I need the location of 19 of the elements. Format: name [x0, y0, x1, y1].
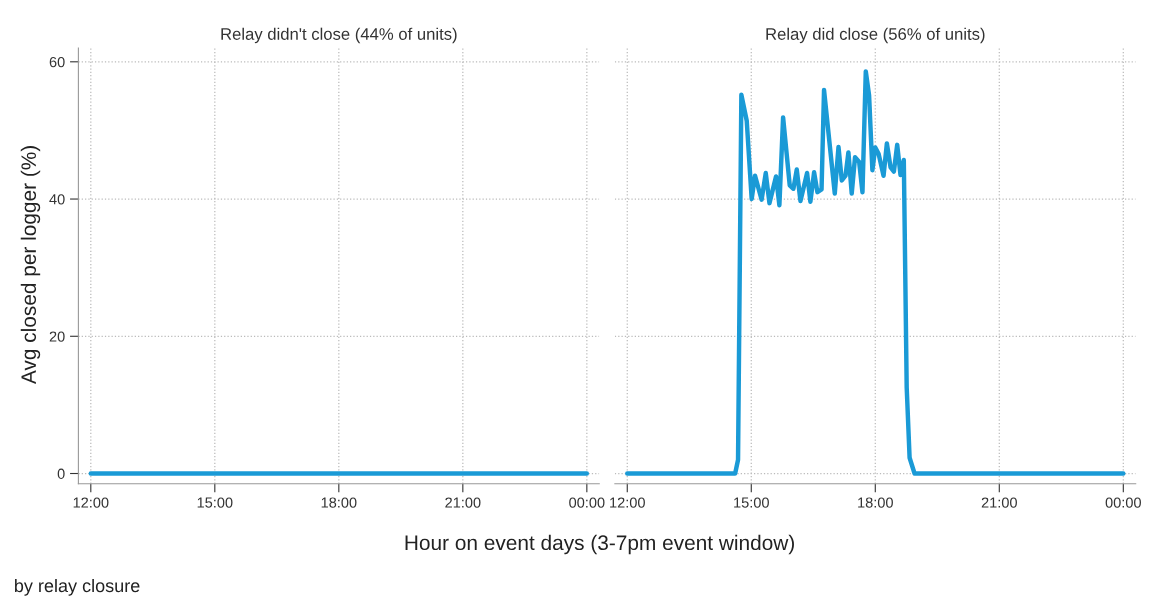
chart-title: Relay did close (56% of units): [766, 27, 985, 44]
y-tick-label: 60: [49, 56, 65, 68]
x-axis-title: Hour on event days (3-7pm event window): [405, 534, 794, 555]
y-tick-label: 0: [57, 468, 65, 479]
x-tick-label: 21:00: [445, 497, 481, 508]
x-tick-label: 00:00: [1105, 497, 1141, 508]
x-tick-label: 18:00: [858, 497, 893, 508]
x-tick-label: 21:00: [981, 497, 1017, 508]
y-axis-title: Avg closed per logger (%): [20, 146, 41, 385]
x-tick-label: 12:00: [73, 497, 109, 508]
x-tick-label: 00:00: [569, 497, 605, 508]
x-tick-label: 18:00: [321, 497, 357, 508]
x-tick-label: 12:00: [610, 497, 645, 508]
chart-title: Relay didn't close (44% of units): [221, 27, 457, 44]
y-tick-label: 20: [49, 331, 65, 342]
x-tick-label: 15:00: [197, 497, 233, 508]
x-tick-label: 15:00: [734, 497, 769, 508]
y-tick-label: 40: [49, 194, 65, 205]
text: by relay closure: [15, 578, 140, 596]
